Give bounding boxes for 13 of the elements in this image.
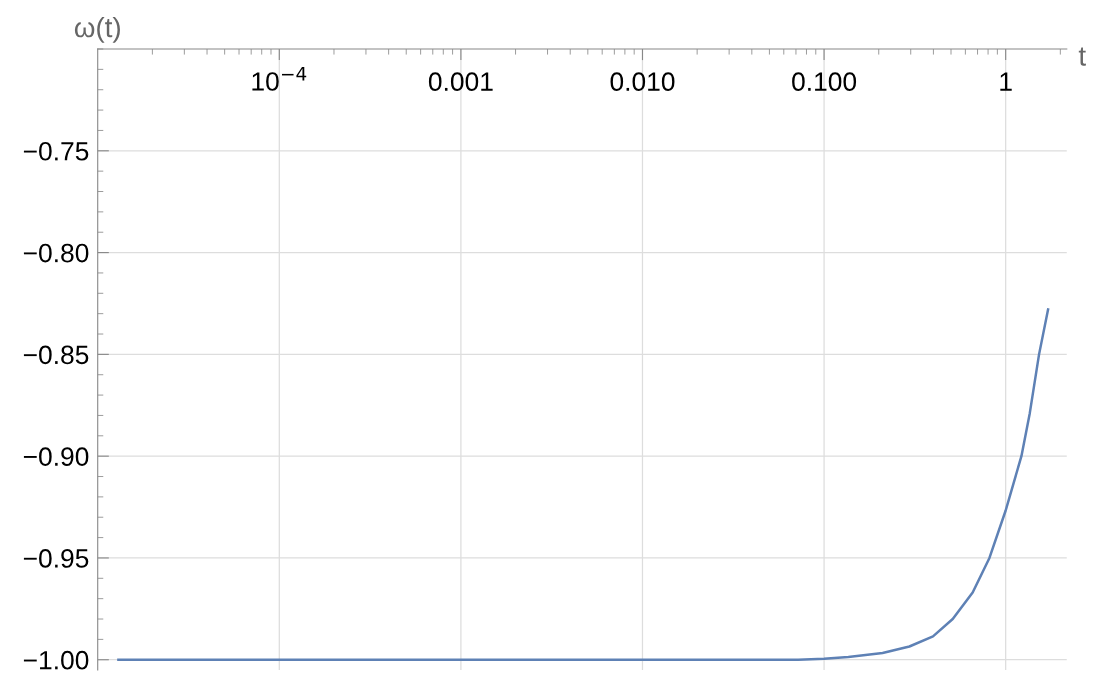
x-tick-label: 0.010 bbox=[610, 72, 675, 92]
y-tick-label: −0.95 bbox=[23, 549, 89, 568]
y-axis-title: ω(t) bbox=[74, 16, 120, 43]
y-tick-label: −0.90 bbox=[23, 447, 89, 466]
x-axis-title: t bbox=[1078, 47, 1086, 66]
x-tick-label: 1 bbox=[1000, 72, 1012, 91]
y-tick-label: −0.85 bbox=[23, 345, 89, 365]
y-tick-label: −0.75 bbox=[23, 141, 89, 161]
x-tick-label: 0.001 bbox=[428, 72, 493, 92]
x-tick-label: 10$^{−4}$ bbox=[252, 67, 307, 91]
y-tick-label: −1.00 bbox=[23, 650, 89, 670]
x-tick-label: 0.100 bbox=[792, 72, 857, 92]
y-tick-label: −0.80 bbox=[23, 243, 89, 263]
